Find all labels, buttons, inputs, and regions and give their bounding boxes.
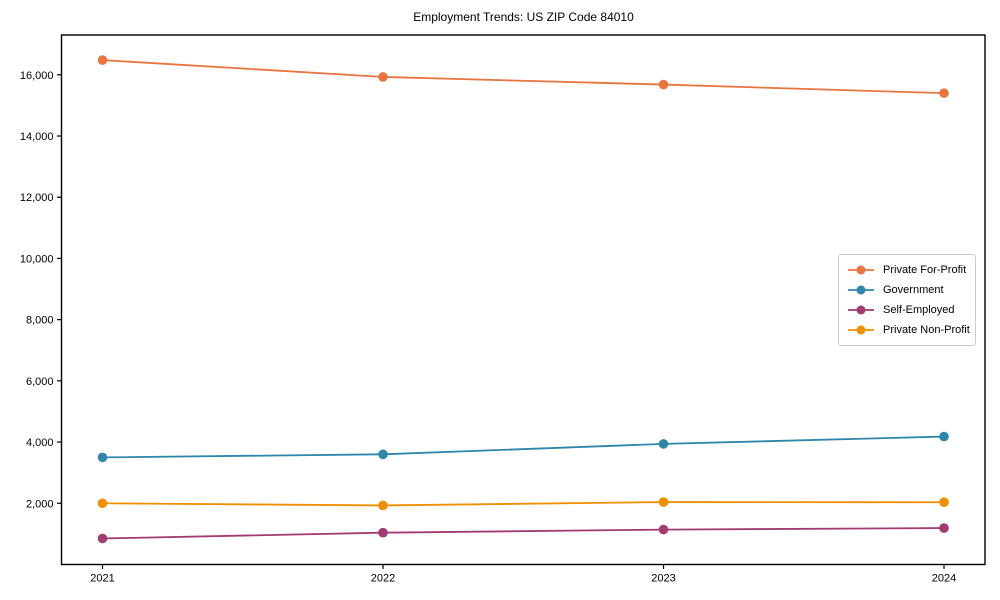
plot-border (60, 34, 986, 566)
x-tick-label: 2022 (371, 573, 395, 585)
data-point-self-employed-2023 (658, 524, 669, 535)
legend-item-private-non-profit: Private Non-Profit (846, 320, 970, 340)
y-tick-label: 16,000 (20, 70, 54, 82)
data-point-government-2021 (97, 452, 108, 463)
y-tick-label: 8,000 (26, 315, 54, 327)
legend-item-government: Government (846, 280, 967, 300)
legend-item-self-employed: Self-Employed (846, 300, 967, 320)
series-line-government (102, 435, 945, 459)
legend: Private For-Profit Government Self-Emplo… (838, 254, 976, 346)
y-tick-label: 6,000 (26, 376, 54, 388)
data-point-private-for-profit-2024 (939, 88, 949, 98)
series-line-private-non-profit (102, 501, 945, 507)
data-point-self-employed-2024 (939, 523, 949, 533)
series-line-self-employed (102, 527, 945, 540)
y-tick-label: 4,000 (26, 437, 54, 449)
data-point-private-for-profit-2022 (378, 72, 388, 82)
legend-label: Self-Employed (883, 304, 955, 316)
data-point-government-2023 (658, 439, 669, 449)
data-point-self-employed-2022 (378, 527, 388, 538)
legend-line-sample (848, 305, 874, 315)
legend-line-sample (848, 265, 874, 275)
data-point-private-non-profit-2022 (378, 500, 388, 511)
legend-label: Private Non-Profit (883, 324, 970, 336)
series-line-private-for-profit (102, 59, 945, 95)
legend-item-private-for-profit: Private For-Profit (846, 260, 967, 280)
data-point-government-2024 (939, 431, 949, 442)
y-tick-label: 12,000 (20, 192, 54, 204)
chart-title: Employment Trends: US ZIP Code 84010 (413, 10, 634, 24)
legend-label: Government (883, 284, 944, 296)
x-tick-label: 2023 (651, 573, 675, 585)
y-tick-label: 14,000 (20, 131, 54, 143)
data-point-private-non-profit-2024 (939, 497, 949, 508)
data-point-private-for-profit-2021 (97, 55, 108, 65)
x-tick-label: 2024 (932, 573, 956, 585)
x-tick-label: 2021 (90, 573, 114, 585)
y-tick-label: 2,000 (26, 498, 54, 510)
data-point-private-non-profit-2023 (658, 497, 669, 507)
legend-line-sample (848, 325, 874, 335)
data-point-self-employed-2021 (97, 533, 108, 544)
y-tick-label: 10,000 (20, 253, 54, 265)
data-point-private-non-profit-2021 (97, 498, 108, 509)
legend-line-sample (848, 285, 874, 295)
legend-label: Private For-Profit (883, 264, 967, 276)
data-point-government-2022 (378, 449, 388, 460)
data-point-private-for-profit-2023 (658, 79, 669, 90)
